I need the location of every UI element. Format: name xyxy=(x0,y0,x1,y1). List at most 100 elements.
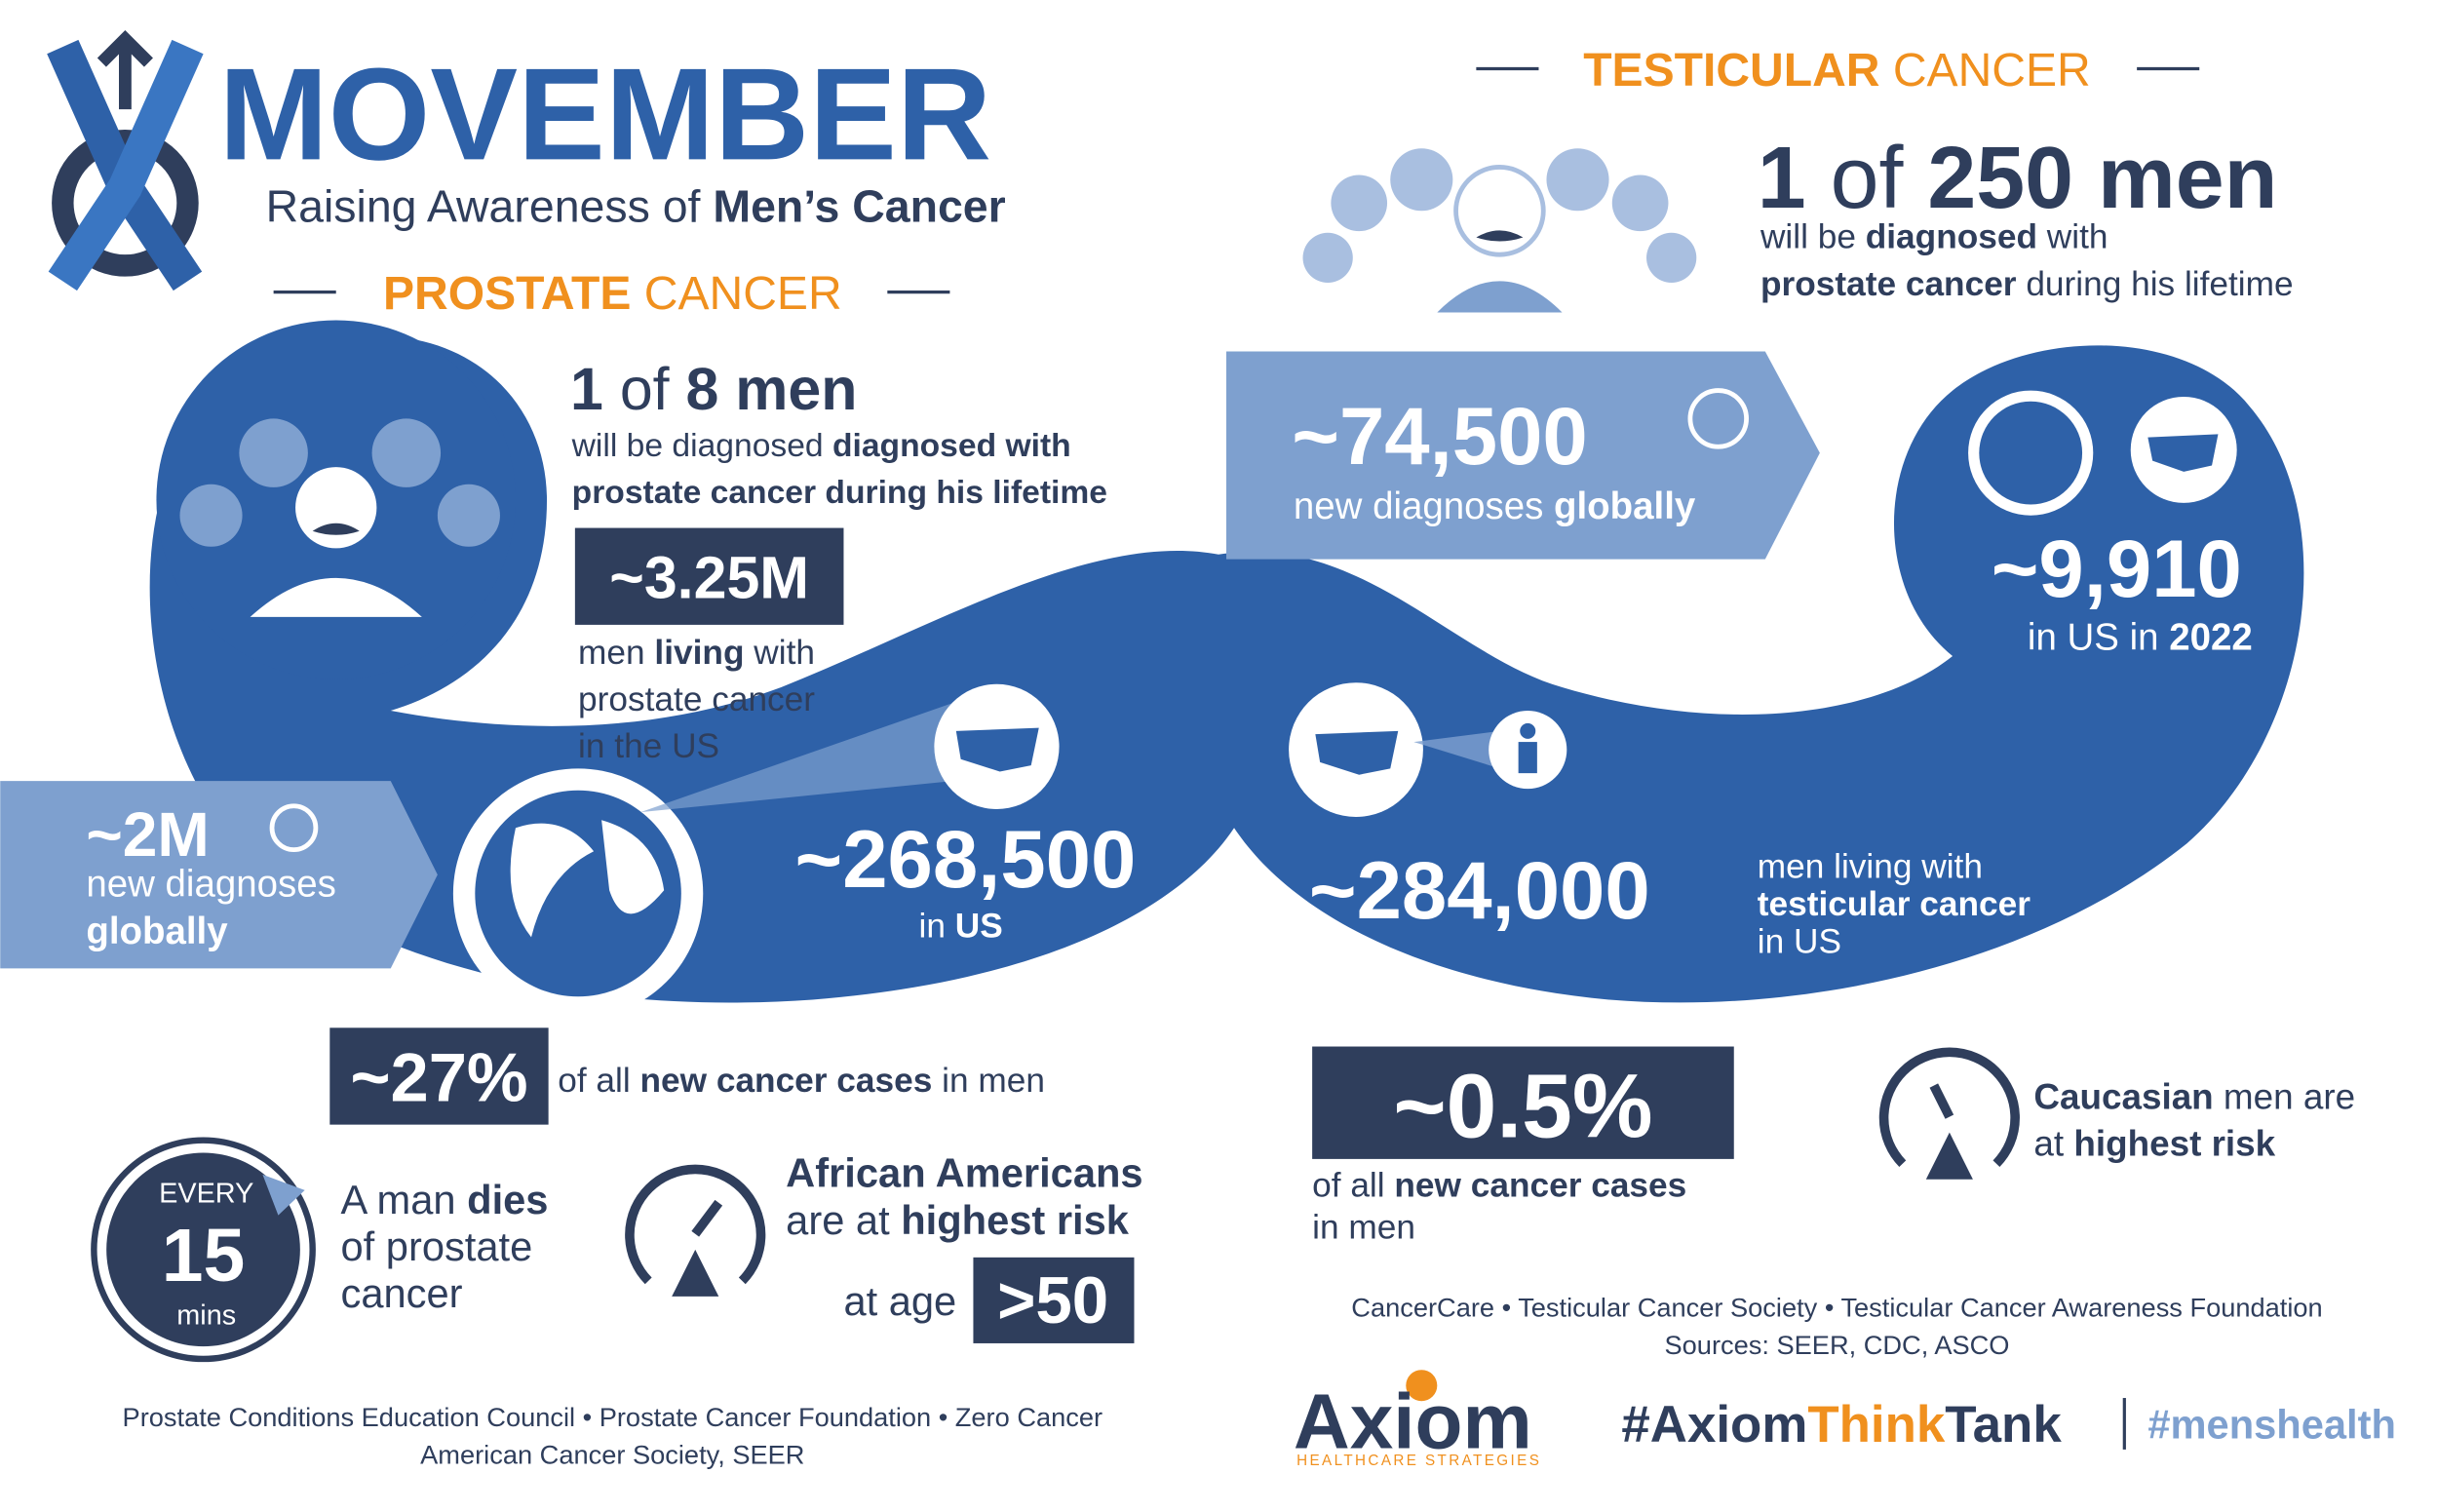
people-icon xyxy=(1302,148,1697,313)
beam xyxy=(1413,730,1500,769)
globe-icon xyxy=(1968,390,2094,516)
text: of prostate xyxy=(341,1223,533,1269)
text: new diagnoses xyxy=(1294,485,1554,527)
stat-value: ~0.5% xyxy=(1393,1055,1652,1156)
banner xyxy=(0,781,438,969)
text: of all xyxy=(558,1062,639,1100)
source-text: American Cancer Society, SEER xyxy=(420,1439,804,1469)
text: TESTICULAR xyxy=(1583,44,1879,97)
text: 250 men xyxy=(1927,130,2277,227)
person-icon xyxy=(1489,711,1567,790)
text: testicular cancer xyxy=(1758,885,2031,923)
text: men xyxy=(578,634,654,672)
text: in men xyxy=(932,1062,1045,1100)
text: 8 men xyxy=(686,356,858,422)
stat-value: ~284,000 xyxy=(1309,845,1650,936)
us-icon xyxy=(934,683,1060,809)
gauge-icon xyxy=(625,1164,766,1297)
text: 15 xyxy=(162,1214,246,1298)
text: prostate cancer during his lifetime xyxy=(572,475,1107,511)
stat-box xyxy=(1312,1046,1734,1159)
stat-value: ~2M xyxy=(86,799,209,870)
text: globally xyxy=(86,911,228,952)
text: globally xyxy=(1554,485,1696,527)
text: new cancer cases xyxy=(640,1062,933,1100)
text: African Americans xyxy=(786,1150,1142,1196)
text: PROSTATE xyxy=(383,267,631,320)
text: Tank xyxy=(1945,1396,2062,1454)
stat-box xyxy=(329,1027,549,1125)
stat-box xyxy=(574,527,844,625)
stat-value: ~27% xyxy=(350,1039,527,1116)
text: mins xyxy=(176,1300,236,1332)
text: new cancer cases xyxy=(1394,1166,1686,1204)
text: living xyxy=(654,634,744,672)
text: men living with xyxy=(1758,847,1983,885)
text: Raising Awareness of xyxy=(266,181,714,232)
text: CANCER xyxy=(1880,44,2091,97)
text: in men xyxy=(1312,1209,1415,1247)
text: highest risk xyxy=(2073,1124,2275,1164)
search-icon xyxy=(269,803,319,853)
section-heading: TESTICULAR CANCER xyxy=(1583,44,2091,97)
text: at age xyxy=(843,1278,956,1324)
text: in US xyxy=(919,907,1003,945)
text: of all new cancer cases xyxy=(1312,1166,1686,1204)
text: prostate cancer xyxy=(578,680,815,718)
text: #Axiom xyxy=(1621,1396,1807,1454)
text: in US in 2022 xyxy=(2028,617,2253,659)
stat-value: ~268,500 xyxy=(795,814,1137,905)
text: EVERY xyxy=(159,1179,253,1210)
stat-value: ~74,500 xyxy=(1292,391,1587,482)
stat-headline: 1 of 250 men xyxy=(1758,130,2278,227)
text: 1 xyxy=(1758,130,1806,227)
tagline: HEALTHCARE STRATEGIES xyxy=(1296,1453,1541,1469)
stat-value: >50 xyxy=(997,1264,1108,1338)
text: Think xyxy=(1807,1396,1946,1454)
text: are at xyxy=(786,1197,901,1243)
text: diagnosed xyxy=(1866,218,2037,256)
text: in US in xyxy=(2028,617,2169,659)
text: at xyxy=(2033,1124,2073,1164)
hashtag: #AxiomThinkTank xyxy=(1621,1396,2062,1454)
gauge-icon xyxy=(1878,1047,2020,1180)
text: will be diagnosed xyxy=(571,428,832,464)
text: will be xyxy=(1760,218,1866,256)
us-icon xyxy=(2130,396,2237,503)
text: Caucasian men are xyxy=(2033,1077,2355,1117)
logo-dot xyxy=(1406,1370,1438,1402)
text: dies xyxy=(467,1177,548,1222)
text: men are xyxy=(2214,1077,2355,1117)
text: A man dies xyxy=(341,1177,549,1222)
text: in xyxy=(919,907,955,945)
text: with xyxy=(2037,218,2108,256)
globe-icon xyxy=(452,768,704,1019)
text: in the US xyxy=(578,727,719,765)
source-text: CancerCare • Testicular Cancer Society •… xyxy=(1351,1293,2322,1323)
people-icon xyxy=(156,320,516,679)
banner xyxy=(1226,351,1820,560)
text: are at highest risk xyxy=(786,1197,1130,1243)
text: diagnosed with xyxy=(832,428,1071,464)
us-icon xyxy=(1289,682,1423,817)
beam xyxy=(640,703,953,813)
text: prostate cancer during his lifetime xyxy=(1760,265,2294,303)
source-text: Sources: SEER, CDC, ASCO xyxy=(1665,1330,2010,1360)
text: men living with xyxy=(578,634,815,672)
text: with xyxy=(745,634,815,672)
stat-value: ~9,910 xyxy=(1992,523,2242,614)
text: at highest risk xyxy=(2033,1124,2275,1164)
section-heading: PROSTATE CANCER xyxy=(383,267,842,320)
subtitle: Raising Awareness of Men’s Cancer xyxy=(266,181,1006,232)
title: MOVEMBER xyxy=(219,40,992,187)
text: prostate cancer xyxy=(1760,265,2017,303)
source-text: Prostate Conditions Education Council • … xyxy=(123,1402,1103,1432)
text: highest risk xyxy=(901,1197,1130,1243)
hashtag: #menshealth xyxy=(2147,1402,2396,1448)
stat-value: ~3.25M xyxy=(609,545,809,611)
text: Men’s Cancer xyxy=(713,181,1005,232)
text: new diagnoses globally xyxy=(1294,485,1696,527)
text: of all xyxy=(1312,1166,1394,1204)
